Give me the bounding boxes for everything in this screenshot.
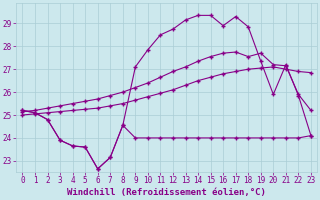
X-axis label: Windchill (Refroidissement éolien,°C): Windchill (Refroidissement éolien,°C) xyxy=(67,188,266,197)
